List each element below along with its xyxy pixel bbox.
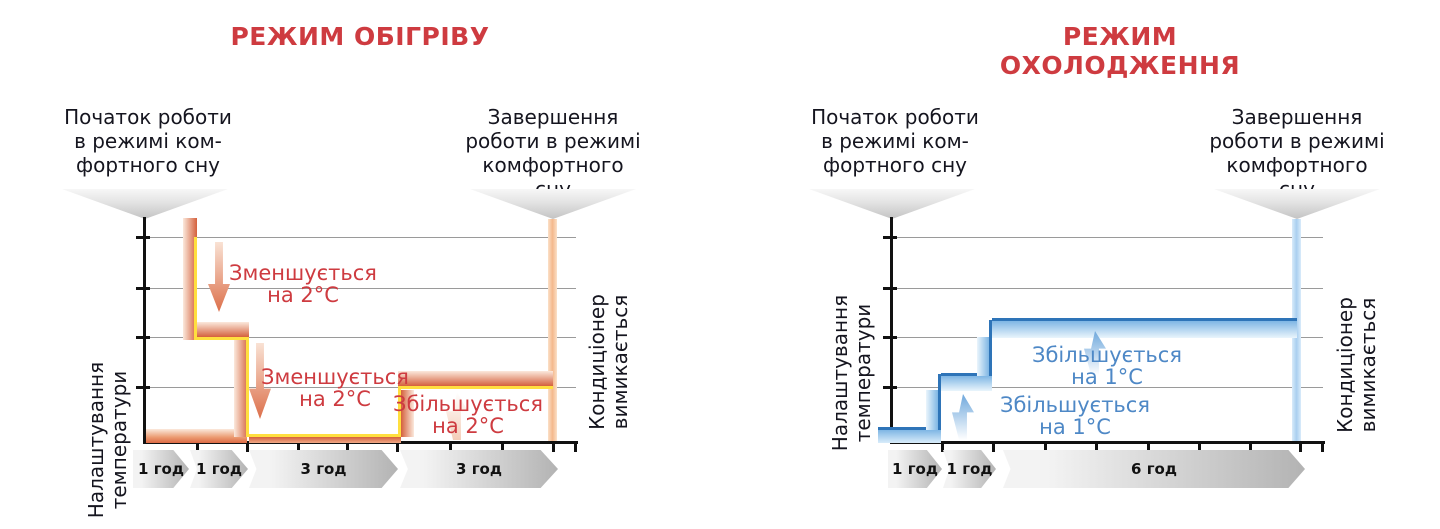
grid-line <box>893 237 1323 238</box>
temp-step-line <box>992 318 1297 321</box>
ribbon-segment <box>401 390 414 437</box>
x-tick <box>346 444 349 452</box>
cooling-start-label: Початок роботи в режимі ком- фортного сн… <box>811 105 979 177</box>
temp-increase-arrow-icon <box>952 394 974 440</box>
heating-annotation: Зменшується на 2°С <box>229 261 377 307</box>
grid-line <box>146 387 576 388</box>
cooling-ac-off-label: Кондиціонер вимикається <box>1333 297 1380 433</box>
time-arrow: 3 год <box>249 450 398 488</box>
y-tick <box>883 236 897 239</box>
time-arrow: 1 год <box>943 450 996 488</box>
y-tick <box>136 336 150 339</box>
cooling-chart-title: РЕЖИМ ОХОЛОДЖЕННЯ <box>999 22 1241 80</box>
y-axis <box>143 217 146 444</box>
temp-step-line <box>989 320 992 376</box>
cooling-chart: РЕЖИМ ОХОЛОДЖЕННЯ Початок роботи в режим… <box>760 0 1440 529</box>
time-arrow-label: 3 год <box>456 460 502 478</box>
grid-line <box>893 288 1323 289</box>
x-tick <box>1198 444 1201 452</box>
temp-step-line <box>246 340 249 437</box>
time-arrow-label: 1 год <box>946 460 993 478</box>
x-tick <box>396 444 399 452</box>
heating-start-pointer-triangle <box>62 189 228 219</box>
cooling-annotation: Збільшується на 1°С <box>1031 343 1182 389</box>
y-tick <box>883 287 897 290</box>
cooling-end-label: Завершення роботи в режимі комфортного с… <box>1209 105 1385 201</box>
heating-ac-off-label: Кондиціонер вимикається <box>585 294 632 430</box>
heating-chart: РЕЖИМ ОБІГРІВУ Початок роботи в режимі к… <box>0 0 660 529</box>
x-tick <box>552 444 555 452</box>
x-tick <box>1249 444 1252 452</box>
time-arrow: 1 год <box>190 450 248 488</box>
ribbon-segment <box>977 337 989 376</box>
temp-step-line <box>941 373 992 376</box>
time-arrow: 3 год <box>400 450 558 488</box>
x-tick <box>501 444 504 452</box>
ribbon-segment <box>234 340 249 437</box>
heating-annotation: Збільшується на 2°С <box>392 392 543 438</box>
ribbon-segment <box>249 437 401 443</box>
y-tick <box>883 386 897 389</box>
time-arrow: 1 год <box>888 450 942 488</box>
x-tick <box>574 444 577 452</box>
x-tick <box>1321 444 1324 452</box>
cooling-end-pointer-triangle <box>1214 189 1380 219</box>
heating-chart-title: РЕЖИМ ОБІГРІВУ <box>230 22 490 51</box>
time-arrow-label: 1 год <box>196 460 242 478</box>
ribbon-segment <box>398 371 553 386</box>
ribbon-segment <box>992 321 1297 338</box>
ribbon-segment <box>926 390 938 430</box>
x-tick <box>1044 444 1047 452</box>
temp-step-line <box>194 237 197 340</box>
grid-line <box>146 237 576 238</box>
heating-end-pointer-triangle <box>470 189 636 219</box>
x-tick <box>941 444 944 452</box>
x-tick <box>992 444 995 452</box>
time-arrow-label: 1 год <box>892 460 938 478</box>
time-arrow-label: 6 год <box>1131 460 1177 478</box>
temp-step-line <box>398 386 401 437</box>
y-tick <box>136 287 150 290</box>
y-tick <box>136 236 150 239</box>
cooling-start-pointer-triangle <box>809 189 975 219</box>
x-tick <box>1299 444 1302 452</box>
heating-annotation: Зменшується на 2°С <box>261 365 409 411</box>
ribbon-segment <box>878 430 941 443</box>
ribbon-segment <box>941 376 992 391</box>
cooling-y-axis-label: Налаштування температури <box>828 294 875 452</box>
x-tick <box>449 444 452 452</box>
temp-step-line <box>197 337 249 340</box>
heating-start-label: Початок роботи в режимі ком- фортного сн… <box>64 105 232 177</box>
grid-line <box>146 288 576 289</box>
x-tick <box>1095 444 1098 452</box>
heating-end-marker-line <box>548 219 557 443</box>
x-tick <box>297 444 300 452</box>
time-arrow: 1 год <box>133 450 189 488</box>
time-arrow-label: 1 год <box>138 460 184 478</box>
temp-step-line <box>398 386 553 389</box>
heating-y-axis-label: Налаштування температури <box>84 361 131 519</box>
x-axis <box>890 441 1325 444</box>
heating-end-label: Завершення роботи в режимі комфортного с… <box>465 105 641 201</box>
time-arrow-label: 3 год <box>300 460 347 478</box>
ribbon-segment <box>146 429 247 443</box>
y-tick <box>136 386 150 389</box>
grid-line <box>893 387 1323 388</box>
y-tick <box>883 336 897 339</box>
x-tick <box>246 444 249 452</box>
temp-step-line <box>938 374 941 430</box>
temp-step-line <box>249 434 401 437</box>
x-tick <box>1147 444 1150 452</box>
time-arrow: 6 год <box>1003 450 1305 488</box>
y-axis <box>890 217 893 444</box>
x-tick <box>196 444 199 452</box>
grid-line <box>146 337 576 338</box>
temp-step-line <box>878 427 941 430</box>
ribbon-segment <box>183 218 197 340</box>
cooling-annotation: Збільшується на 1°С <box>999 393 1150 439</box>
ribbon-segment <box>197 322 249 337</box>
